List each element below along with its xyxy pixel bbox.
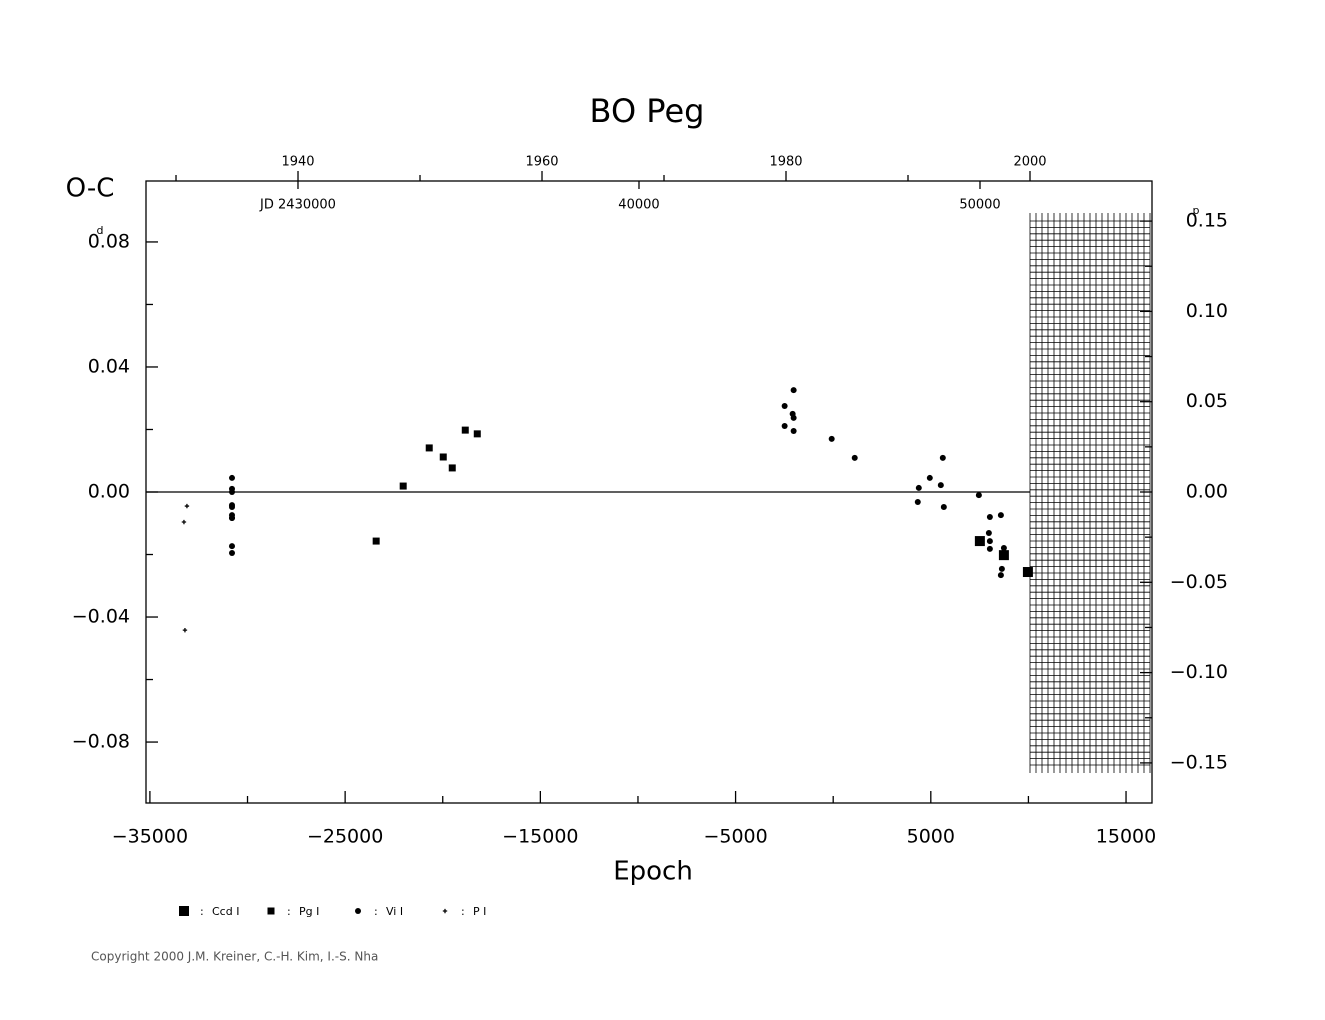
data-point (940, 504, 947, 511)
legend-label: Ccd I (212, 905, 239, 918)
y2-unit: p (1193, 204, 1200, 217)
data-point (828, 435, 835, 442)
data-point (914, 499, 921, 506)
data-point (473, 430, 481, 438)
data-point (184, 503, 190, 509)
data-point (228, 474, 235, 481)
data-point (974, 536, 985, 547)
year-tick-label: 2000 (1013, 155, 1046, 170)
data-point (975, 492, 982, 499)
y2-tick-label: 0.00 (1186, 481, 1228, 503)
y2-tick-label: −0.05 (1170, 571, 1228, 593)
y-unit: d (97, 224, 104, 237)
year-tick-label: 1960 (525, 155, 558, 170)
legend-marker (267, 907, 275, 915)
data-point (228, 504, 235, 511)
jd-tick-label: 50000 (959, 198, 1000, 213)
future-hatch (1029, 213, 1151, 773)
x-tick-label: −5000 (703, 826, 767, 848)
y2-tick-label: 0.05 (1186, 390, 1228, 412)
data-point (228, 543, 235, 550)
data-point (448, 464, 456, 472)
x-tick-label: −25000 (307, 826, 383, 848)
y-tick-label: −0.08 (72, 731, 130, 753)
y-tick-label: 0.04 (88, 355, 130, 377)
data-point (926, 474, 933, 481)
data-point (998, 550, 1009, 561)
year-tick-label: 1980 (769, 155, 802, 170)
x-axis-label: Epoch (613, 857, 693, 887)
data-point (986, 514, 993, 521)
legend-label: Vi I (386, 905, 403, 918)
data-point (997, 512, 1004, 519)
data-point (228, 489, 235, 495)
data-point (781, 403, 788, 410)
data-point (997, 572, 1004, 579)
legend-marker (355, 908, 361, 914)
data-point (790, 428, 797, 435)
jd-tick-label: 40000 (618, 198, 659, 213)
legend-colon: : (374, 905, 378, 918)
data-point (1022, 567, 1033, 578)
data-point (425, 444, 433, 452)
y2-tick-label: 0.10 (1186, 300, 1228, 322)
data-point (790, 387, 797, 394)
x-tick-label: 5000 (907, 826, 955, 848)
legend-colon: : (287, 905, 291, 918)
data-point (372, 537, 380, 545)
data-point (228, 514, 235, 521)
data-point (851, 454, 858, 461)
year-tick-label: 1940 (281, 155, 314, 170)
y-tick-label: −0.04 (72, 606, 130, 628)
x-tick-label: −35000 (112, 826, 188, 848)
data-point (781, 423, 788, 430)
data-point (986, 545, 993, 552)
data-point (986, 538, 993, 545)
y-axis-label: O-C (66, 174, 115, 204)
data-point (181, 519, 187, 525)
jd-tick-label: JD 2430000 (259, 198, 336, 213)
y2-tick-label: −0.15 (1170, 751, 1228, 773)
x-tick-label: 15000 (1096, 826, 1156, 848)
data-point (998, 565, 1005, 572)
legend-colon: : (461, 905, 465, 918)
legend-label: Pg I (299, 905, 319, 918)
y2-tick-label: −0.10 (1170, 661, 1228, 683)
data-point (1000, 544, 1007, 551)
data-point (399, 482, 407, 490)
data-point (985, 529, 992, 536)
data-point (939, 454, 946, 461)
y-tick-label: 0.00 (88, 481, 130, 503)
data-point (790, 414, 797, 421)
data-point (182, 627, 188, 633)
legend-colon: : (200, 905, 204, 918)
data-point (461, 426, 469, 434)
legend-label: P I (473, 905, 486, 918)
x-tick-label: −15000 (502, 826, 578, 848)
y2-tick-label: 0.15 (1186, 210, 1228, 232)
chart-title: BO Peg (590, 92, 705, 130)
data-point (937, 482, 944, 489)
data-point (228, 549, 235, 556)
copyright: Copyright 2000 J.M. Kreiner, C.-H. Kim, … (91, 950, 378, 964)
y-tick-label: 0.08 (88, 230, 130, 252)
data-point (439, 453, 447, 461)
data-point (915, 484, 922, 491)
legend-marker (179, 906, 189, 916)
legend-marker (442, 908, 448, 914)
